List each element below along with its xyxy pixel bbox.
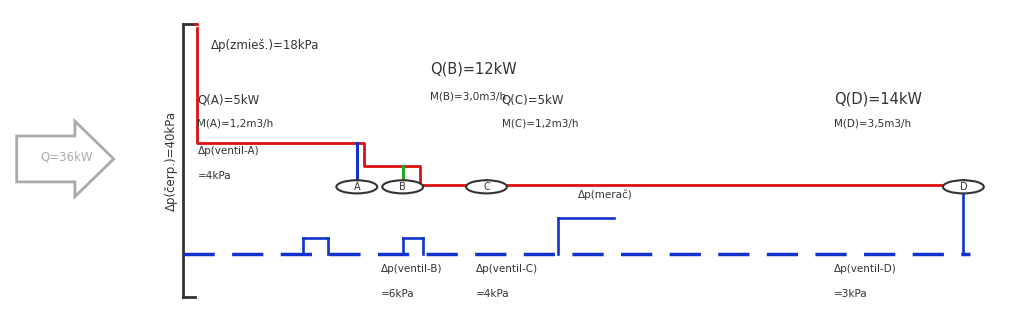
Text: D: D xyxy=(959,182,968,192)
Text: =4kPa: =4kPa xyxy=(198,170,231,181)
Text: Q(B)=12kW: Q(B)=12kW xyxy=(430,62,517,76)
Text: Δp(ventil-D): Δp(ventil-D) xyxy=(834,264,896,274)
Text: Δp(ventil-B): Δp(ventil-B) xyxy=(381,264,442,274)
Text: Q(A)=5kW: Q(A)=5kW xyxy=(198,93,260,106)
Text: A: A xyxy=(353,182,360,192)
Text: M(C)=1,2m3/h: M(C)=1,2m3/h xyxy=(502,118,579,128)
Text: Δp(ventil-A): Δp(ventil-A) xyxy=(198,146,259,156)
Circle shape xyxy=(943,180,984,193)
Text: Q(C)=5kW: Q(C)=5kW xyxy=(502,93,564,106)
Text: Q(D)=14kW: Q(D)=14kW xyxy=(834,91,922,106)
Text: Δp(zmieš.)=18kPa: Δp(zmieš.)=18kPa xyxy=(211,39,319,52)
Text: =6kPa: =6kPa xyxy=(381,289,415,299)
Text: Δp(čerp.)=40kPa: Δp(čerp.)=40kPa xyxy=(165,111,177,211)
Text: =4kPa: =4kPa xyxy=(476,289,510,299)
Text: M(B)=3,0m3/h: M(B)=3,0m3/h xyxy=(430,92,507,102)
Text: M(D)=3,5m3/h: M(D)=3,5m3/h xyxy=(834,118,910,128)
Circle shape xyxy=(466,180,507,193)
Circle shape xyxy=(382,180,423,193)
Text: Δp(ventil-C): Δp(ventil-C) xyxy=(476,264,539,274)
Text: Δp(merač): Δp(merač) xyxy=(579,190,633,200)
Text: C: C xyxy=(483,182,489,192)
Text: B: B xyxy=(399,182,407,192)
Text: =3kPa: =3kPa xyxy=(834,289,867,299)
Text: Q=36kW: Q=36kW xyxy=(40,151,93,164)
Circle shape xyxy=(336,180,377,193)
Text: M(A)=1,2m3/h: M(A)=1,2m3/h xyxy=(198,118,273,128)
